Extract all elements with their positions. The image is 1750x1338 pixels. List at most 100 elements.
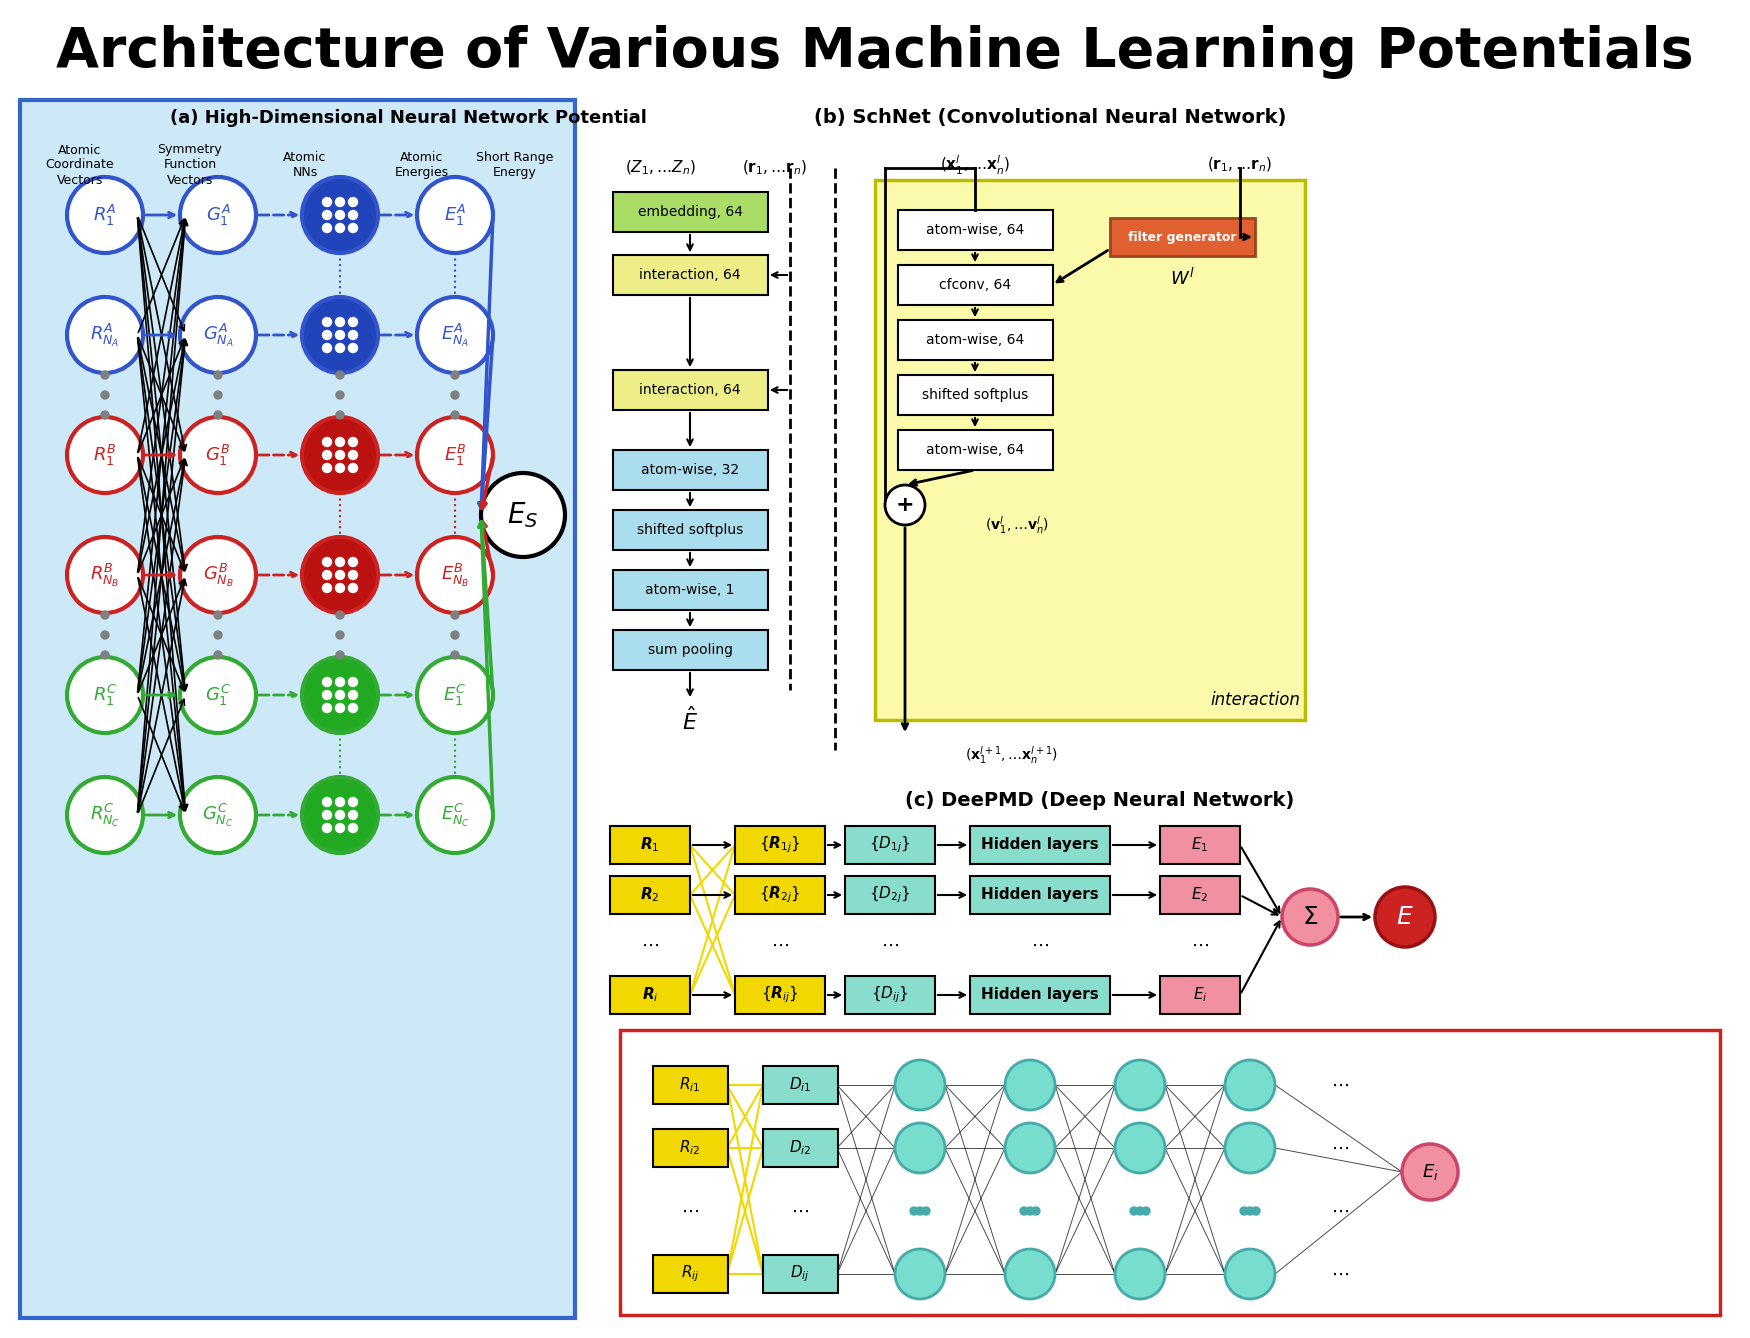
- Bar: [845, 826, 935, 864]
- Circle shape: [102, 632, 108, 640]
- Circle shape: [1032, 1207, 1040, 1215]
- Circle shape: [348, 330, 357, 340]
- Text: +: +: [896, 495, 914, 515]
- Circle shape: [336, 330, 345, 340]
- Text: (c) DeePMD (Deep Neural Network): (c) DeePMD (Deep Neural Network): [905, 791, 1295, 809]
- Text: shifted softplus: shifted softplus: [637, 523, 744, 537]
- Circle shape: [452, 611, 458, 619]
- Bar: [620, 1030, 1720, 1315]
- Circle shape: [66, 417, 144, 492]
- Text: $\{\boldsymbol{R}_{2j}\}$: $\{\boldsymbol{R}_{2j}\}$: [760, 884, 802, 906]
- Circle shape: [322, 677, 331, 686]
- Circle shape: [1136, 1207, 1144, 1215]
- Circle shape: [214, 371, 222, 379]
- Circle shape: [180, 417, 256, 492]
- Bar: [653, 1129, 728, 1167]
- Circle shape: [416, 177, 494, 253]
- Text: $\boldsymbol{R}_1$: $\boldsymbol{R}_1$: [640, 836, 660, 855]
- Circle shape: [336, 611, 345, 619]
- Text: $D_{ij}$: $D_{ij}$: [791, 1263, 810, 1284]
- Text: $G_1^A$: $G_1^A$: [205, 202, 231, 227]
- Bar: [735, 975, 824, 1014]
- Circle shape: [214, 611, 222, 619]
- Text: $E_{N_A}^A$: $E_{N_A}^A$: [441, 321, 469, 349]
- Circle shape: [214, 652, 222, 660]
- Circle shape: [348, 677, 357, 686]
- Circle shape: [214, 411, 222, 419]
- Text: interaction: interaction: [1211, 690, 1300, 709]
- Circle shape: [303, 417, 378, 492]
- Text: $R_{ij}$: $R_{ij}$: [681, 1263, 700, 1284]
- Text: $\Sigma$: $\Sigma$: [1302, 904, 1318, 929]
- Text: Atomic
NNs: Atomic NNs: [284, 151, 327, 179]
- Circle shape: [481, 474, 565, 557]
- Circle shape: [348, 811, 357, 819]
- Text: $\cdots$: $\cdots$: [1332, 1202, 1349, 1220]
- Circle shape: [336, 451, 345, 459]
- Text: $R_{N_C}^C$: $R_{N_C}^C$: [89, 801, 121, 828]
- Text: $\hat{E}$: $\hat{E}$: [682, 706, 698, 733]
- Circle shape: [336, 704, 345, 713]
- Circle shape: [416, 297, 494, 373]
- Circle shape: [416, 657, 494, 733]
- Circle shape: [303, 657, 378, 733]
- Text: $E_1^B$: $E_1^B$: [444, 443, 466, 467]
- Circle shape: [303, 777, 378, 854]
- Circle shape: [336, 411, 345, 419]
- Circle shape: [336, 690, 345, 700]
- Text: $E_{N_B}^B$: $E_{N_B}^B$: [441, 562, 469, 589]
- Circle shape: [1115, 1123, 1166, 1173]
- Text: $G_{N_A}^A$: $G_{N_A}^A$: [203, 321, 233, 349]
- Circle shape: [910, 1207, 919, 1215]
- Text: $\cdots$: $\cdots$: [880, 937, 900, 954]
- Bar: [763, 1066, 838, 1104]
- Circle shape: [1283, 888, 1339, 945]
- Circle shape: [336, 198, 345, 206]
- Circle shape: [348, 690, 357, 700]
- Circle shape: [322, 210, 331, 219]
- Text: $\cdots$: $\cdots$: [1332, 1264, 1349, 1283]
- Circle shape: [336, 823, 345, 832]
- Circle shape: [452, 411, 458, 419]
- Text: $(\mathbf{x}_1^l,\ldots \mathbf{x}_n^l)$: $(\mathbf{x}_1^l,\ldots \mathbf{x}_n^l)$: [940, 154, 1010, 177]
- Circle shape: [452, 632, 458, 640]
- Circle shape: [1241, 1207, 1248, 1215]
- Bar: [898, 375, 1054, 415]
- Circle shape: [894, 1248, 945, 1299]
- Circle shape: [322, 330, 331, 340]
- Circle shape: [322, 463, 331, 472]
- Text: $E_1^A$: $E_1^A$: [444, 202, 466, 227]
- Bar: [970, 826, 1110, 864]
- Circle shape: [348, 317, 357, 326]
- Text: interaction, 64: interaction, 64: [639, 383, 740, 397]
- Bar: [1160, 876, 1241, 914]
- Circle shape: [1004, 1123, 1055, 1173]
- Text: $\cdots$: $\cdots$: [681, 1202, 698, 1220]
- Circle shape: [416, 537, 494, 613]
- Circle shape: [452, 371, 458, 379]
- Bar: [970, 876, 1110, 914]
- Circle shape: [66, 537, 144, 613]
- Circle shape: [180, 177, 256, 253]
- Circle shape: [336, 317, 345, 326]
- Circle shape: [915, 1207, 924, 1215]
- Text: (b) SchNet (Convolutional Neural Network): (b) SchNet (Convolutional Neural Network…: [814, 108, 1286, 127]
- Circle shape: [348, 210, 357, 219]
- Bar: [612, 510, 768, 550]
- Text: $G_1^B$: $G_1^B$: [205, 443, 231, 467]
- Text: $E_{N_C}^C$: $E_{N_C}^C$: [441, 801, 469, 828]
- Circle shape: [322, 690, 331, 700]
- Bar: [612, 191, 768, 231]
- Text: $\cdots$: $\cdots$: [1332, 1139, 1349, 1157]
- Circle shape: [102, 611, 108, 619]
- Circle shape: [322, 583, 331, 593]
- Circle shape: [336, 652, 345, 660]
- Text: $E_1$: $E_1$: [1192, 836, 1209, 855]
- Circle shape: [452, 391, 458, 399]
- Circle shape: [180, 657, 256, 733]
- Text: $\cdots$: $\cdots$: [1332, 1076, 1349, 1094]
- Circle shape: [348, 583, 357, 593]
- Text: Short Range
Energy: Short Range Energy: [476, 151, 553, 179]
- Circle shape: [322, 344, 331, 352]
- Circle shape: [336, 463, 345, 472]
